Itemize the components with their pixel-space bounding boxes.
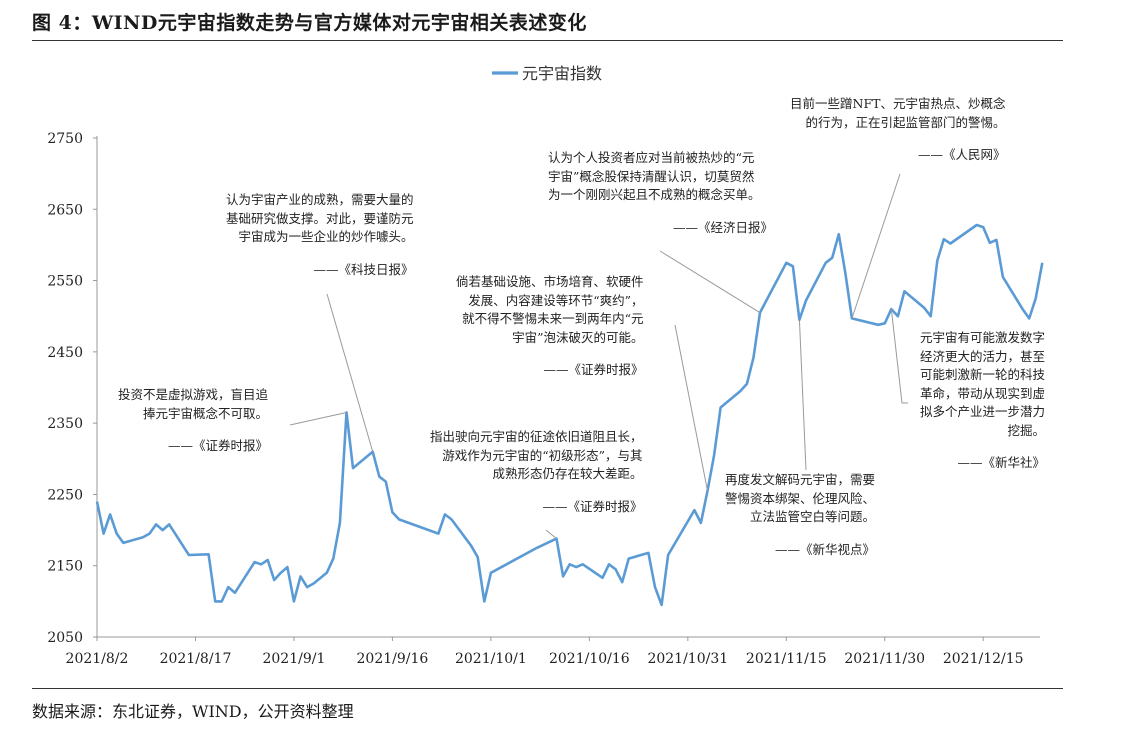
annotation-renmin: 目前一些蹭NFT、元宇宙热点、炒概念 的行为，正在引起监管部门的警惕。 ——《人…: [790, 95, 1005, 165]
annotation-jingji: 认为个人投资者应对当前被热炒的“元 宇宙”概念股保持清醒认识，切莫贸然 为一个刚…: [548, 149, 773, 237]
annotation-source: ——《新华视点》: [775, 541, 876, 557]
x-tick-label: 2021/11/15: [746, 651, 827, 667]
annotation-text: 指出驶向元宇宙的征途依旧道阻且长， 游戏作为元宇宙的“初级形态”，与其 成熟形态…: [430, 429, 643, 481]
x-tick-label: 2021/9/1: [262, 651, 325, 667]
source-note: 数据来源：东北证券，WIND，公开资料整理: [32, 702, 354, 721]
annotation-text: 认为个人投资者应对当前被热炒的“元 宇宙”概念股保持清醒认识，切莫贸然 为一个刚…: [548, 150, 761, 202]
figure-title: 图 4：WIND元宇宙指数走势与官方媒体对元宇宙相关表述变化: [32, 12, 587, 34]
annotation-source: ——《证券时报》: [168, 438, 269, 453]
title-rule: [32, 40, 1063, 41]
annotation-leader: [851, 173, 901, 319]
annotation-leader: [289, 411, 347, 426]
annotation-leader: [659, 250, 761, 314]
x-tick-label: 2021/8/2: [66, 651, 129, 667]
x-tick-label: 2021/9/16: [357, 651, 429, 667]
y-tick-label: 2050: [47, 630, 83, 646]
annotation-text: 倘若基础设施、市场培育、软硬件 发展、内容建设等环节“爽约”， 就不得不警惕未来…: [456, 274, 644, 345]
x-tick-label: 2021/12/15: [943, 651, 1024, 667]
y-tick-label: 2650: [47, 202, 83, 218]
annotation-source: ——《证券时报》: [542, 498, 643, 514]
annotation-text: 认为宇宙产业的成熟，需要大量的 基础研究做支撑。对此，要谨防元 宇宙成为一些企业…: [226, 192, 414, 244]
annotation-text: 投资不是虚拟游戏，盲目追 捧元宇宙概念不可取。: [118, 387, 269, 421]
x-tick-label: 2021/10/1: [455, 651, 527, 667]
x-tick-label: 2021/10/16: [549, 651, 630, 667]
annotation-leader: [890, 309, 908, 404]
annotation-leader: [798, 319, 807, 471]
annotation-xinhua: 元宇宙有可能激发数字 经济更大的活力，甚至 可能刺激新一轮的科技 革命，带动从现…: [920, 329, 1045, 473]
annotation-zhengquan-2: 倘若基础设施、市场培育、软硬件 发展、内容建设等环节“爽约”， 就不得不警惕未来…: [456, 273, 644, 380]
annotation-leader: [326, 293, 374, 452]
annotation-source: ——《经济日报》: [673, 219, 774, 235]
annotation-xinhua-shidian: 再度发文解码元宇宙，需要 警惕资本绑架、伦理风险、 立法监管空白等问题。 ——《…: [725, 471, 875, 559]
y-tick-label: 2550: [47, 274, 83, 290]
annotation-leader: [674, 324, 709, 491]
x-tick-label: 2021/8/17: [160, 651, 232, 667]
annotation-zhengquan-3: 指出驶向元宇宙的征途依旧道阻且长， 游戏作为元宇宙的“初级形态”，与其 成熟形态…: [430, 428, 643, 516]
y-tick-label: 2150: [47, 559, 83, 575]
y-tick-label: 2250: [47, 487, 83, 503]
legend-label: 元宇宙指数: [522, 64, 602, 83]
annotation-text: 再度发文解码元宇宙，需要 警惕资本绑架、伦理风险、 立法监管空白等问题。: [725, 472, 876, 524]
y-tick-label: 2750: [47, 131, 83, 147]
annotation-source: ——《科技日报》: [313, 261, 414, 277]
annotation-text: 目前一些蹭NFT、元宇宙热点、炒概念 的行为，正在引起监管部门的警惕。: [790, 96, 1006, 130]
source-rule: [32, 688, 1063, 689]
annotation-zhengquan-1: 投资不是虚拟游戏，盲目追 捧元宇宙概念不可取。 ——《证券时报》: [118, 386, 268, 456]
annotation-leader: [545, 529, 557, 540]
series-line-yuanyuzhou: [95, 223, 1044, 607]
annotation-source: ——《证券时报》: [543, 362, 644, 377]
x-tick-label: 2021/11/30: [844, 651, 925, 667]
annotation-source: ——《人民网》: [917, 147, 1006, 162]
x-tick-label: 2021/10/31: [647, 651, 728, 667]
y-tick-label: 2350: [47, 416, 83, 432]
y-tick-label: 2450: [47, 345, 83, 361]
annotation-text: 元宇宙有可能激发数字 经济更大的活力，甚至 可能刺激新一轮的科技 革命，带动从现…: [920, 330, 1046, 438]
annotation-keji: 认为宇宙产业的成熟，需要大量的 基础研究做支撑。对此，要谨防元 宇宙成为一些企业…: [226, 191, 414, 279]
annotation-source: ——《新华社》: [957, 455, 1046, 470]
